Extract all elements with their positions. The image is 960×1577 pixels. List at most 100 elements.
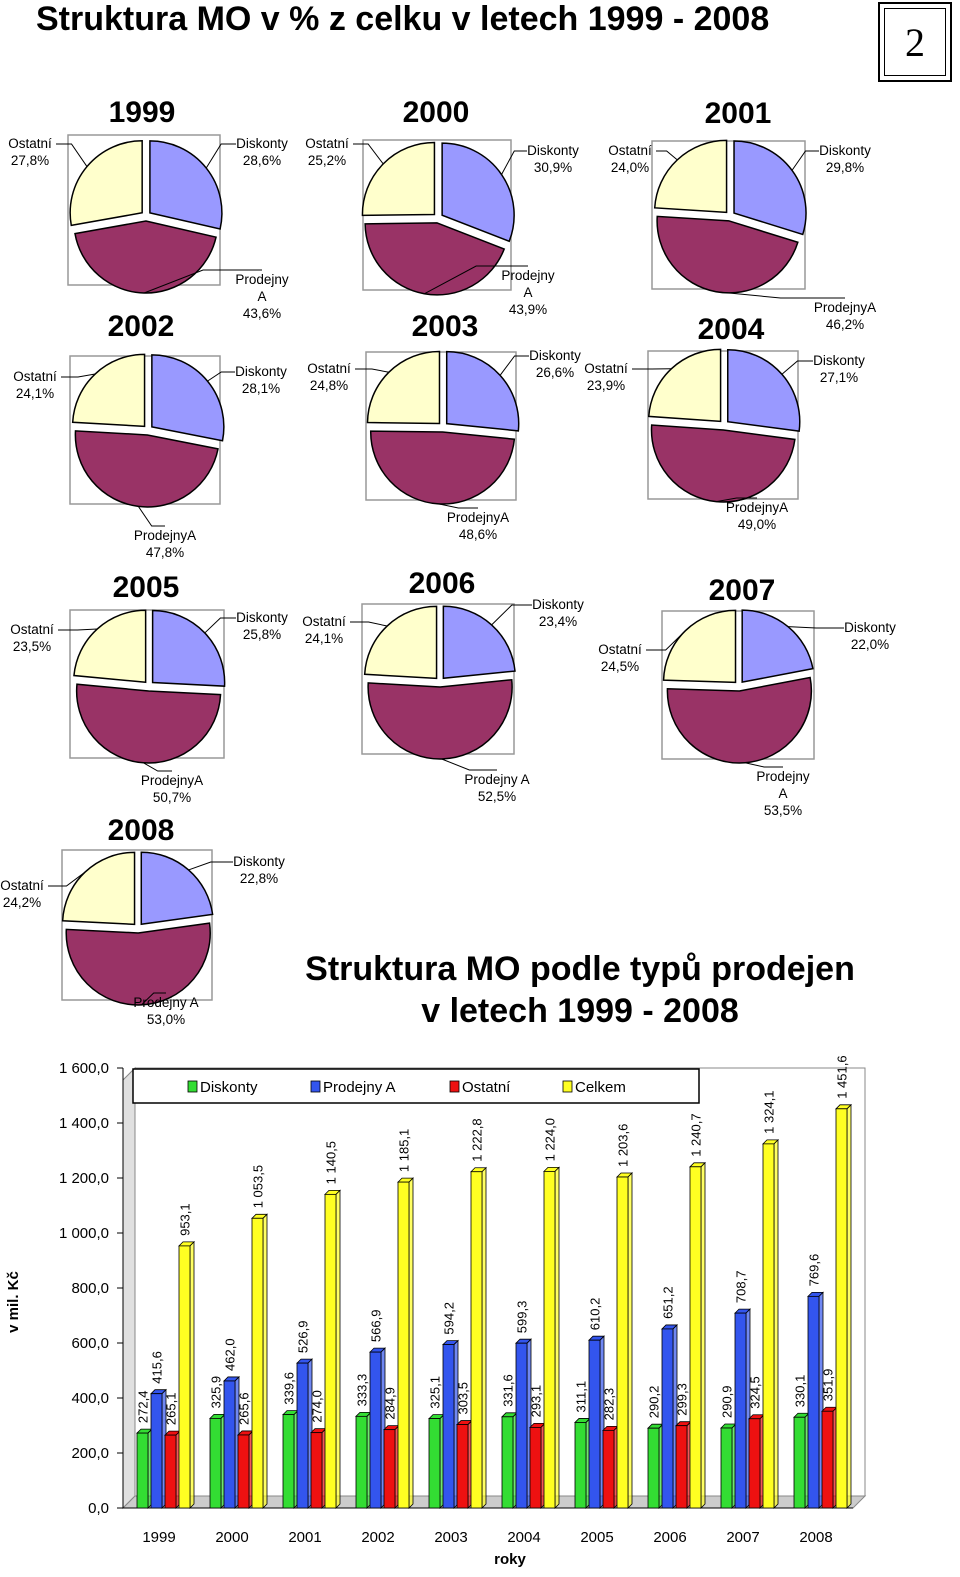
bar-value-label: 1 451,6 (835, 1055, 850, 1098)
x-tick-label: 2007 (726, 1529, 759, 1546)
bar-prodejny-a-2005 (588, 1335, 605, 1509)
pie-slice-ostatní (363, 605, 438, 680)
bar-front (237, 1434, 250, 1509)
pie-label-text: A (257, 289, 266, 304)
pie-slice-prodejnya (74, 430, 219, 508)
bar-value-label: 462,0 (223, 1338, 238, 1371)
legend-label: Celkem (575, 1079, 626, 1096)
bar-front (793, 1416, 806, 1509)
bar-ostatní-2000 (237, 1429, 254, 1509)
bar-value-label: 265,6 (237, 1392, 252, 1425)
pie-leader-line (188, 861, 233, 871)
pie-label-text: Ostatní (608, 143, 652, 158)
pie-slice-label: Diskonty 23,4% (491, 597, 584, 629)
pie-leader-line (137, 506, 165, 527)
pie-label-text: 24,1% (305, 631, 343, 646)
bar-celkem-2005 (616, 1172, 633, 1509)
pie-leader-line (715, 291, 845, 299)
bar-front (136, 1432, 149, 1509)
pie-slice-label: Prodejny A 43,9% (424, 265, 555, 317)
bar-front (821, 1410, 834, 1509)
bar-side (262, 1213, 268, 1509)
pie-label-text: 30,9% (534, 160, 572, 175)
bar-front (748, 1418, 761, 1509)
pie-slice-label: Ostatní 24,2% (0, 871, 86, 910)
bar-front (529, 1426, 542, 1509)
legend-swatch (562, 1080, 573, 1093)
pie-label-text: Prodejny (756, 769, 810, 784)
bar-front (428, 1418, 441, 1509)
bar-value-label: 953,1 (178, 1203, 193, 1236)
pie-leader-line (744, 762, 783, 768)
pie-slice-label: Prodejny A 43,6% (143, 269, 289, 321)
pie-leader-line (501, 150, 527, 175)
x-tick-label: 2005 (580, 1529, 613, 1546)
legend-label: Ostatní (462, 1079, 511, 1096)
pie-leader-line (656, 150, 678, 161)
bar-celkem-2000 (251, 1213, 268, 1509)
bar-value-label: 274,0 (310, 1390, 325, 1423)
pie-leader-line (355, 368, 389, 373)
bar-side (700, 1161, 706, 1509)
bar-chart-title-line-1: Struktura MO podle typů prodejen (305, 950, 855, 988)
pie-year-title: 2004 (698, 313, 765, 346)
pie-slice-label: Ostatní 24,1% (13, 369, 96, 401)
pie-slice-label: ProdejnyA 47,8% (134, 506, 196, 560)
bar-front (397, 1181, 410, 1509)
pie-label-text: 47,8% (146, 545, 184, 560)
pie-label-text: 43,6% (243, 306, 281, 321)
x-tick-label: 2004 (507, 1529, 540, 1546)
pie-slice-label: Ostatní 24,1% (302, 614, 388, 646)
pie-slice-label: Diskonty 30,9% (501, 143, 579, 175)
pie-chart-2007: 2007 Diskonty 22,0% Prodejny A 53,5% Ostatní 24… (598, 574, 896, 818)
pie-slice-diskonty (445, 350, 520, 432)
pie-slice-prodejnya (656, 215, 799, 294)
bar-side (189, 1240, 195, 1509)
bar-front (310, 1432, 323, 1509)
pie-slice-label: Diskonty 22,8% (188, 854, 285, 886)
pie-slice-label: ProdejnyA 49,0% (716, 497, 788, 532)
pie-slice-label: Prodejny A 53,0% (133, 992, 199, 1027)
bar-side (408, 1177, 414, 1509)
pie-slice-label: Ostatní 24,8% (307, 361, 389, 393)
bar-ostatní-2008 (821, 1406, 838, 1509)
pie-leader-line (353, 143, 384, 165)
x-tick-label: 2000 (215, 1529, 248, 1546)
bar-front (369, 1351, 382, 1509)
pie-slice-label: Ostatní 24,0% (608, 143, 678, 175)
bar-front (501, 1416, 514, 1509)
bar-value-label: 1 224,0 (543, 1118, 558, 1161)
pie-chart-2005: 2005 Diskonty 25,8% ProdejnyA 50,7% Ostatní 23… (10, 571, 288, 805)
page-number-box: 2 (878, 2, 952, 82)
bar-front (178, 1245, 191, 1509)
pie-year-title: 2000 (403, 96, 470, 129)
pie-slice-diskonty (149, 140, 223, 230)
pie-label-text: 25,8% (243, 627, 281, 642)
pie-label-text: 50,7% (153, 790, 191, 805)
pie-label-text: Diskonty (819, 143, 871, 158)
pie-chart-2001: 2001 Diskonty 29,8% ProdejnyA 46,2% Ostatní 24… (608, 97, 876, 332)
pie-label-text: 23,5% (13, 639, 51, 654)
bar-diskonty-2003 (428, 1413, 445, 1509)
bar-ostatní-2004 (529, 1422, 546, 1509)
pie-chart-2003: 2003 Diskonty 26,6% ProdejnyA 48,6% Ostatní 24… (307, 310, 581, 542)
pie-label-text: 46,2% (826, 317, 864, 332)
y-tick-label: 1 400,0 (59, 1115, 109, 1132)
y-tick-label: 200,0 (71, 1445, 109, 1462)
bar-prodejny-a-2003 (442, 1339, 459, 1509)
bar-chart: 0,0 200,0 400,0 600,0 800,0 1 000,0 1 200,0 1 4… (5, 1055, 867, 1568)
bar-ostatní-2002 (383, 1424, 400, 1509)
bar-celkem-1999 (178, 1240, 195, 1509)
pie-label-text: Prodejny (501, 268, 555, 283)
pie-year-title: 2008 (108, 814, 175, 847)
pie-label-text: 23,4% (539, 614, 577, 629)
pie-slice-label: ProdejnyA 48,6% (438, 503, 509, 542)
pie-label-text: 53,0% (147, 1012, 185, 1027)
pie-label-text: 27,8% (11, 153, 49, 168)
y-axis-label: v mil. Kč (5, 1271, 22, 1333)
bar-value-label: 1 222,8 (470, 1118, 485, 1161)
bar-value-label: 284,9 (383, 1387, 398, 1420)
pie-label-text: Ostatní (13, 369, 57, 384)
pie-label-text: 24,5% (601, 659, 639, 674)
bar-celkem-2008 (835, 1103, 852, 1509)
